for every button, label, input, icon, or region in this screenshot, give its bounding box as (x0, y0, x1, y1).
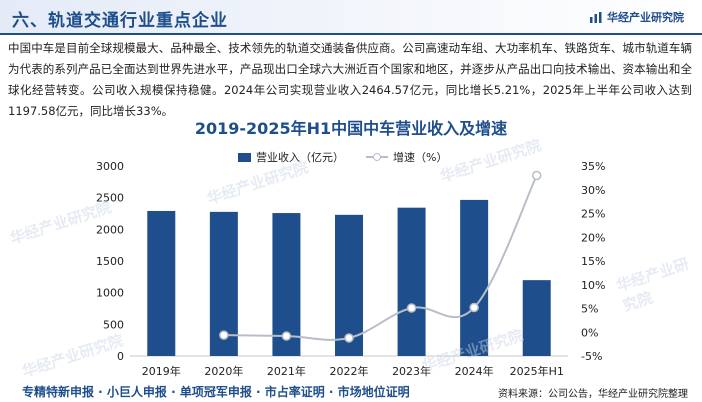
revenue-bar (397, 207, 426, 356)
y-right-tick-label: 30% (581, 184, 605, 197)
y-left-tick-label: 3000 (96, 160, 124, 173)
y-right-tick-label: 15% (581, 255, 605, 268)
description-paragraph: 中国中车是目前全球规模最大、品种最全、技术领先的轨道交通装备供应商。公司高速动车… (8, 41, 692, 118)
y-left-tick-label: 0 (117, 350, 124, 363)
y-left-tick-label: 2000 (96, 223, 124, 236)
x-tick-label: 2019年 (142, 364, 181, 378)
y-left-tick-label: 1000 (96, 287, 124, 300)
header-band (0, 0, 702, 33)
revenue-bar (522, 280, 551, 356)
legend-line-swatch (366, 151, 388, 163)
brand: 华经产业研究院 (590, 9, 684, 25)
y-right-tick-label: -5% (581, 350, 602, 363)
x-tick-label: 2023年 (392, 364, 431, 378)
y-right-tick-label: 35% (581, 160, 605, 173)
revenue-bar (147, 210, 176, 356)
header-divider (0, 33, 702, 35)
growth-line (223, 175, 538, 341)
y-right-tick-label: 25% (581, 208, 605, 221)
growth-point (344, 333, 354, 343)
y-right-tick-label: 5% (581, 303, 598, 316)
footer-source: 资料来源：公司公告，华经产业研究院整理 (498, 389, 688, 400)
revenue-growth-chart: 0 500 1000 1500 2000 2500 3000 -5% 0% 5% 10% 15% 20%… (96, 160, 605, 378)
revenue-bar (460, 199, 489, 356)
section-title: 六、轨道交通行业重点企业 (12, 11, 228, 31)
chart-title: 2019-2025年H1中国中车营业收入及增速 (194, 119, 508, 138)
growth-point (469, 302, 479, 313)
y-right-tick-label: 0% (581, 326, 598, 339)
x-tick-label: 2020年 (204, 364, 243, 378)
x-tick-label: 2025年H1 (510, 364, 564, 378)
brand-logo-icon (590, 11, 602, 23)
y-right-tick-label: 10% (581, 279, 605, 292)
y-left-tick-label: 500 (103, 318, 124, 331)
chart-legend: 营业收入（亿元） 增速（%） (238, 149, 469, 165)
growth-point (531, 170, 542, 181)
legend-bar-swatch (238, 152, 251, 162)
legend-item-revenue: 营业收入（亿元） (238, 149, 344, 165)
y-left-tick-label: 2500 (96, 192, 124, 205)
y-left-tick-label: 1500 (96, 255, 124, 268)
legend-label-revenue: 营业收入（亿元） (256, 151, 344, 164)
footer-services: 专精特新申报 · 小巨人申报 · 单项冠军申报 · 市占率证明 · 市场地位证明 (22, 385, 410, 399)
legend-item-growth: 增速（%） (366, 149, 447, 165)
legend-label-growth: 增速（%） (393, 151, 448, 164)
revenue-bar (335, 214, 363, 356)
growth-point (406, 303, 417, 313)
brand-name: 华经产业研究院 (607, 11, 684, 24)
growth-point (219, 330, 229, 340)
y-right-tick-label: 20% (581, 231, 605, 244)
growth-point (281, 331, 292, 341)
x-tick-label: 2021年 (267, 364, 306, 378)
x-tick-label: 2022年 (330, 364, 369, 378)
x-tick-label: 2024年 (455, 364, 494, 378)
